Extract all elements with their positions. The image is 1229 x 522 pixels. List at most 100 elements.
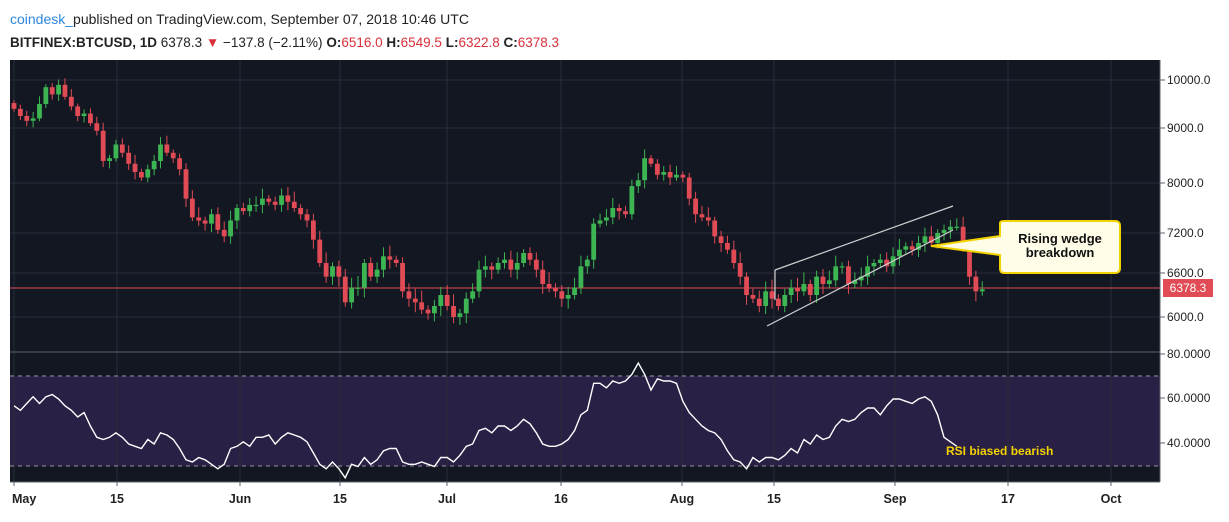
candle-body (247, 204, 253, 212)
candle-body (444, 295, 450, 306)
candle-body (196, 217, 202, 221)
candle-body (903, 246, 909, 250)
candle-body (94, 123, 100, 131)
candle-body (642, 158, 648, 181)
candle-body (419, 302, 425, 310)
candle-body (572, 287, 577, 295)
wedge-callout[interactable]: Rising wedge breakdown (930, 220, 1121, 274)
candle-body (947, 226, 953, 230)
candle-body (132, 163, 138, 172)
candle-body (285, 195, 291, 202)
price-tick-label: 8000.0 (1167, 176, 1204, 190)
price-tick-label: 6000.0 (1167, 310, 1204, 324)
candle-body (712, 220, 718, 237)
candle-body (540, 269, 546, 284)
candle-body (718, 236, 724, 243)
candle-body (189, 198, 195, 218)
candle-body (457, 313, 463, 317)
candle-body (629, 186, 635, 215)
candle-body (100, 130, 106, 161)
close-value: 6378.3 (517, 35, 560, 50)
candle-body (11, 103, 17, 109)
last-price: 6378.3 (160, 35, 203, 50)
rsi-axis: 80.0000 60.0000 40.0000 (1160, 347, 1211, 450)
candle-body (909, 246, 915, 250)
candle-body (432, 306, 437, 314)
wedge-lower-line (766, 229, 954, 327)
down-arrow-icon: ▼ (205, 35, 220, 50)
candle-body (215, 214, 221, 230)
candle-body (17, 108, 23, 116)
candle-body (578, 266, 584, 288)
time-tick-label: 15 (333, 492, 347, 506)
candle-body (24, 116, 30, 121)
open-value: 6516.0 (341, 35, 383, 50)
candle-body (336, 266, 342, 277)
symbol: BITFINEX:BTCUSD, 1D (10, 35, 158, 50)
callout-text: Rising wedge breakdown (1018, 231, 1102, 260)
high-label: H: (386, 35, 401, 50)
rsi-tick-label: 40.0000 (1167, 436, 1211, 450)
symbol-line: BITFINEX:BTCUSD, 1D 6378.3 ▼ −137.8 (−2.… (10, 35, 559, 50)
candle-body (279, 195, 284, 205)
candle-body (438, 295, 444, 306)
open-label: O: (326, 35, 342, 50)
candle-body (553, 287, 558, 292)
candle-body (393, 259, 399, 263)
candle-body (482, 266, 488, 270)
candle-body (381, 256, 386, 270)
candle-body (826, 280, 832, 284)
candle-body (820, 276, 826, 284)
time-tick-label: Sep (884, 492, 907, 506)
time-tick-label: May (12, 492, 36, 506)
candle-body (502, 259, 507, 263)
candle-body (616, 208, 622, 212)
candle-body (349, 287, 355, 303)
candle-body (158, 144, 163, 161)
candle-body (635, 180, 641, 187)
candle-body (368, 263, 374, 277)
candle-body (858, 276, 864, 281)
time-tick-label: Oct (1101, 492, 1123, 506)
candle-body (546, 284, 552, 288)
candle-body (559, 291, 565, 299)
candle-body (565, 295, 571, 299)
candle-body (584, 259, 590, 267)
candle-body (119, 144, 125, 153)
candle-body (979, 289, 985, 292)
candle-body (145, 169, 151, 178)
close-label: C: (503, 35, 518, 50)
candle-body (209, 214, 214, 224)
candle-body (88, 113, 93, 124)
candle-body (81, 113, 87, 116)
candle-body (272, 201, 278, 205)
candle-body (489, 266, 495, 270)
candle-body (75, 106, 81, 116)
candle-body (291, 201, 297, 208)
candle-body (521, 253, 526, 263)
candle-body (126, 152, 132, 164)
candle-body (234, 208, 240, 221)
candle-body (960, 226, 966, 247)
candle-body (680, 174, 686, 178)
candle-body (183, 169, 189, 199)
low-label: L: (445, 35, 459, 50)
candle-body (776, 298, 781, 306)
publish-line: coindesk_published on TradingView.com, S… (10, 11, 469, 27)
candle-body (871, 263, 877, 267)
time-tick-label: 15 (767, 492, 781, 506)
price-tick-label: 10000.0 (1167, 73, 1211, 87)
candle-body (107, 158, 112, 161)
candle-body (922, 236, 928, 243)
candle-body (253, 204, 259, 207)
candle-body (897, 249, 902, 257)
rsi-band (10, 376, 1160, 466)
price-tick-label: 7200.0 (1167, 226, 1204, 240)
candle-body (737, 263, 743, 277)
candle-body (139, 172, 144, 178)
candle-body (228, 220, 233, 237)
brand-name[interactable]: coindesk_ (10, 11, 74, 27)
candle-body (342, 276, 348, 303)
candle-body (177, 158, 183, 170)
